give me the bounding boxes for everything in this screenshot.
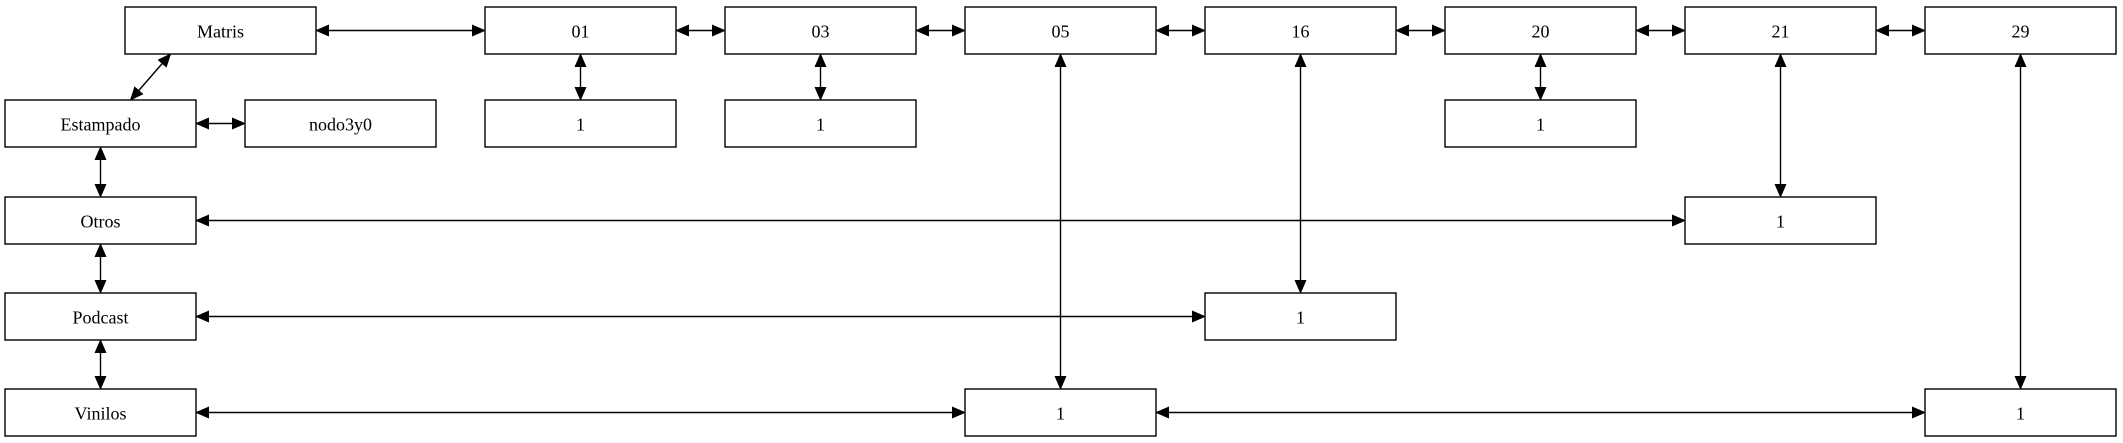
node-nodo3y0: nodo3y0 bbox=[244, 99, 437, 148]
node-box bbox=[4, 99, 197, 148]
node-label: 1 bbox=[2016, 404, 2025, 424]
node-box bbox=[1684, 196, 1877, 245]
node-cell-otros-21: 1 bbox=[1684, 196, 1877, 245]
edge-matris-estampado bbox=[129, 53, 172, 101]
node-label: 20 bbox=[1532, 22, 1550, 42]
node-vinilos: Vinilos bbox=[4, 388, 197, 437]
node-col29: 29 bbox=[1924, 6, 2117, 55]
node-box bbox=[964, 388, 1157, 437]
node-box bbox=[1204, 6, 1397, 55]
node-estampado: Estampado bbox=[4, 99, 197, 148]
nodes-layer: Matris 01 03 05 16 20 21 29 Estampado Otros Podcas… bbox=[4, 6, 2117, 437]
node-cell-vinilos-05: 1 bbox=[964, 388, 1157, 437]
node-box bbox=[1444, 6, 1637, 55]
node-col01: 01 bbox=[484, 6, 677, 55]
node-box bbox=[1924, 6, 2117, 55]
node-label: Vinilos bbox=[75, 404, 127, 424]
node-label: 1 bbox=[1776, 212, 1785, 232]
node-box bbox=[1924, 388, 2117, 437]
node-cell-vinilos-29: 1 bbox=[1924, 388, 2117, 437]
node-col16: 16 bbox=[1204, 6, 1397, 55]
node-label: 1 bbox=[1296, 308, 1305, 328]
node-label: 16 bbox=[1292, 22, 1310, 42]
node-label: Estampado bbox=[61, 115, 141, 135]
node-box bbox=[484, 6, 677, 55]
node-cell-03-top: 1 bbox=[724, 99, 917, 148]
node-box bbox=[244, 99, 437, 148]
node-col03: 03 bbox=[724, 6, 917, 55]
node-label: 29 bbox=[2012, 22, 2030, 42]
node-box bbox=[4, 196, 197, 245]
node-label: nodo3y0 bbox=[309, 115, 372, 135]
node-label: 1 bbox=[1536, 115, 1545, 135]
node-label: 01 bbox=[572, 22, 590, 42]
node-box bbox=[4, 292, 197, 341]
node-box bbox=[484, 99, 677, 148]
node-podcast: Podcast bbox=[4, 292, 197, 341]
node-col20: 20 bbox=[1444, 6, 1637, 55]
node-box bbox=[1684, 6, 1877, 55]
node-label: 1 bbox=[576, 115, 585, 135]
node-otros: Otros bbox=[4, 196, 197, 245]
node-label: 1 bbox=[816, 115, 825, 135]
node-cell-20-top: 1 bbox=[1444, 99, 1637, 148]
node-box bbox=[724, 6, 917, 55]
node-cell-01-top: 1 bbox=[484, 99, 677, 148]
node-label: Podcast bbox=[73, 308, 129, 328]
node-box bbox=[124, 6, 317, 55]
node-box bbox=[964, 6, 1157, 55]
node-label: 03 bbox=[812, 22, 830, 42]
node-label: 21 bbox=[1772, 22, 1790, 42]
node-label: 05 bbox=[1052, 22, 1070, 42]
node-box bbox=[4, 388, 197, 437]
node-box bbox=[1204, 292, 1397, 341]
node-col21: 21 bbox=[1684, 6, 1877, 55]
node-label: Matris bbox=[197, 22, 244, 42]
edges-layer bbox=[94, 24, 2027, 419]
node-box bbox=[724, 99, 917, 148]
node-cell-podcast-16: 1 bbox=[1204, 292, 1397, 341]
node-col05: 05 bbox=[964, 6, 1157, 55]
node-label: 1 bbox=[1056, 404, 1065, 424]
node-box bbox=[1444, 99, 1637, 148]
node-label: Otros bbox=[81, 212, 121, 232]
node-matris: Matris bbox=[124, 6, 317, 55]
